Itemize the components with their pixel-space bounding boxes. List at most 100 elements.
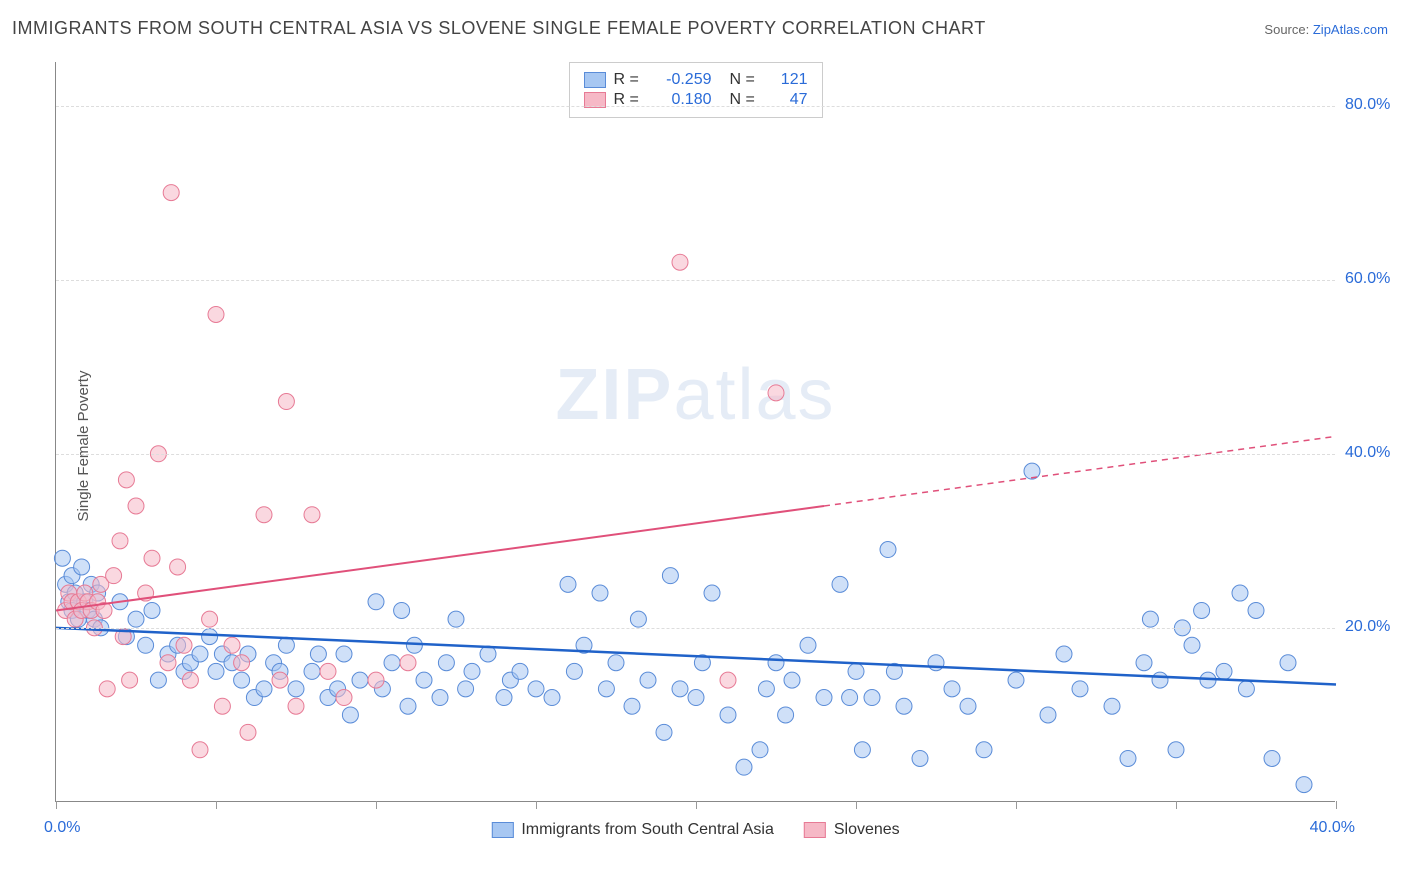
data-point [928, 655, 944, 671]
data-point [944, 681, 960, 697]
y-tick-label: 20.0% [1345, 618, 1405, 636]
data-point [1280, 655, 1296, 671]
data-point [208, 306, 224, 322]
data-point [214, 698, 230, 714]
data-point [1238, 681, 1254, 697]
y-tick-label: 60.0% [1345, 270, 1405, 288]
data-point [1136, 655, 1152, 671]
data-point [1072, 681, 1088, 697]
data-point [1056, 646, 1072, 662]
data-point [234, 672, 250, 688]
x-tick-mark [856, 801, 857, 809]
data-point [112, 533, 128, 549]
data-point [528, 681, 544, 697]
data-point [122, 672, 138, 688]
data-point [458, 681, 474, 697]
data-point [256, 681, 272, 697]
chart-container: IMMIGRANTS FROM SOUTH CENTRAL ASIA VS SL… [0, 0, 1406, 892]
plot-area: ZIPatlas R =-0.259N =121R =0.180N =47 Im… [55, 62, 1335, 802]
data-point [138, 637, 154, 653]
data-point [438, 655, 454, 671]
data-point [1248, 602, 1264, 618]
data-point [74, 559, 90, 575]
legend-bottom-item: Slovenes [804, 821, 900, 839]
legend-swatch [804, 822, 826, 838]
source-link[interactable]: ZipAtlas.com [1313, 22, 1388, 37]
data-point [1120, 750, 1136, 766]
data-point [544, 690, 560, 706]
x-tick-mark [536, 801, 537, 809]
data-point [192, 646, 208, 662]
chart-title: IMMIGRANTS FROM SOUTH CENTRAL ASIA VS SL… [12, 18, 986, 39]
data-point [400, 698, 416, 714]
x-tick-mark [1016, 801, 1017, 809]
x-tick-mark [1176, 801, 1177, 809]
data-point [842, 690, 858, 706]
data-point [662, 568, 678, 584]
data-point [624, 698, 640, 714]
data-point [432, 690, 448, 706]
data-point [288, 698, 304, 714]
x-tick-mark [696, 801, 697, 809]
data-point [784, 672, 800, 688]
data-point [778, 707, 794, 723]
data-point [1008, 672, 1024, 688]
data-point [368, 594, 384, 610]
data-point [394, 602, 410, 618]
data-point [150, 672, 166, 688]
data-point [1024, 463, 1040, 479]
data-point [912, 750, 928, 766]
data-point [170, 559, 186, 575]
data-point [496, 690, 512, 706]
data-point [854, 742, 870, 758]
data-point [336, 690, 352, 706]
data-point [1104, 698, 1120, 714]
legend-swatch [491, 822, 513, 838]
data-point [368, 672, 384, 688]
data-point [592, 585, 608, 601]
data-point [99, 681, 115, 697]
data-point [656, 724, 672, 740]
data-point [1194, 602, 1210, 618]
data-point [144, 550, 160, 566]
data-point [758, 681, 774, 697]
data-point [1296, 777, 1312, 793]
data-point [310, 646, 326, 662]
data-point [106, 568, 122, 584]
data-point [832, 576, 848, 592]
y-tick-label: 80.0% [1345, 96, 1405, 114]
data-point [163, 185, 179, 201]
data-point [234, 655, 250, 671]
data-point [352, 672, 368, 688]
data-point [464, 663, 480, 679]
data-point [848, 663, 864, 679]
data-point [1142, 611, 1158, 627]
x-tick-mark [216, 801, 217, 809]
data-point [406, 637, 422, 653]
data-point [304, 507, 320, 523]
data-point [272, 672, 288, 688]
data-point [202, 629, 218, 645]
data-point [278, 394, 294, 410]
data-point [720, 672, 736, 688]
data-point [224, 637, 240, 653]
data-point [896, 698, 912, 714]
data-point [208, 663, 224, 679]
legend-series-name: Slovenes [834, 821, 900, 839]
data-point [560, 576, 576, 592]
data-point [672, 254, 688, 270]
data-point [752, 742, 768, 758]
data-point [704, 585, 720, 601]
data-point [640, 672, 656, 688]
trend-line-extrapolated [824, 436, 1336, 506]
gridline [56, 106, 1335, 107]
data-point [202, 611, 218, 627]
data-point [416, 672, 432, 688]
data-point [630, 611, 646, 627]
y-tick-label: 40.0% [1345, 444, 1405, 462]
data-point [400, 655, 416, 671]
data-point [976, 742, 992, 758]
data-point [160, 655, 176, 671]
x-tick-mark [56, 801, 57, 809]
data-point [128, 498, 144, 514]
